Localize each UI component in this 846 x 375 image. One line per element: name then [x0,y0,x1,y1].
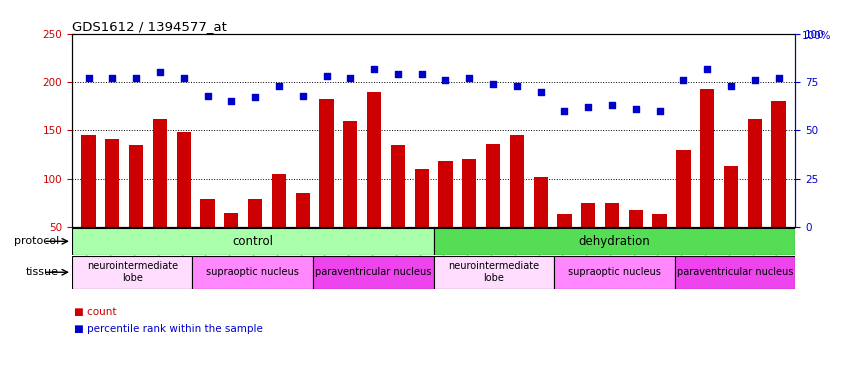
Point [391,71,404,77]
Point [700,66,714,72]
Text: 100%: 100% [802,31,832,41]
Bar [224,213,239,275]
Bar [772,101,786,275]
Point [201,93,214,99]
Point [106,75,119,81]
Text: paraventricular nucleus: paraventricular nucleus [315,267,431,277]
Bar [558,214,572,275]
Bar [391,145,405,275]
Point [581,104,595,110]
Point [605,102,618,108]
Point [510,83,524,89]
Point [367,66,381,72]
Bar [700,89,714,275]
Point [439,77,453,83]
Point [772,75,785,81]
Text: ■ count: ■ count [74,308,116,318]
Text: dehydration: dehydration [579,235,651,248]
Point [629,106,643,112]
Point [653,108,667,114]
Bar [248,199,262,275]
Point [320,73,333,79]
Bar [509,135,524,275]
Bar [295,193,310,275]
Bar [674,256,795,289]
Text: ■ percentile rank within the sample: ■ percentile rank within the sample [74,324,262,334]
Point [249,94,262,100]
Bar [192,256,313,289]
Bar [415,169,429,275]
Bar [313,256,433,289]
Bar [724,166,738,275]
Text: supraoptic nucleus: supraoptic nucleus [568,267,661,277]
Bar [581,203,596,275]
Bar [367,92,382,275]
Bar [343,121,357,275]
Bar [72,228,433,255]
Bar [201,199,215,275]
Text: paraventricular nucleus: paraventricular nucleus [677,267,794,277]
Point [748,77,761,83]
Bar [433,256,554,289]
Bar [605,203,619,275]
Bar [462,159,476,275]
Bar [319,99,333,275]
Bar [433,228,795,255]
Point [272,83,286,89]
Point [82,75,96,81]
Bar [748,119,762,275]
Bar [177,132,191,275]
Point [343,75,357,81]
Text: protocol: protocol [14,236,59,246]
Point [129,75,143,81]
Text: tissue: tissue [26,267,59,277]
Text: control: control [233,235,273,248]
Point [177,75,190,81]
Text: neurointermediate
lobe: neurointermediate lobe [86,261,178,283]
Point [463,75,476,81]
Bar [652,214,667,275]
Bar [554,256,674,289]
Bar [272,174,286,275]
Bar [129,145,143,275]
Bar [72,256,192,289]
Point [224,98,238,104]
Bar [629,210,643,275]
Bar [81,135,96,275]
Text: supraoptic nucleus: supraoptic nucleus [206,267,299,277]
Point [415,71,428,77]
Bar [105,139,119,275]
Bar [534,177,547,275]
Point [296,93,310,99]
Bar [438,161,453,275]
Point [534,89,547,95]
Text: GDS1612 / 1394577_at: GDS1612 / 1394577_at [72,20,227,33]
Point [153,69,167,75]
Point [558,108,571,114]
Bar [486,144,500,275]
Point [724,83,738,89]
Bar [153,119,167,275]
Bar [676,150,690,275]
Text: neurointermediate
lobe: neurointermediate lobe [448,261,540,283]
Point [486,81,500,87]
Point [677,77,690,83]
